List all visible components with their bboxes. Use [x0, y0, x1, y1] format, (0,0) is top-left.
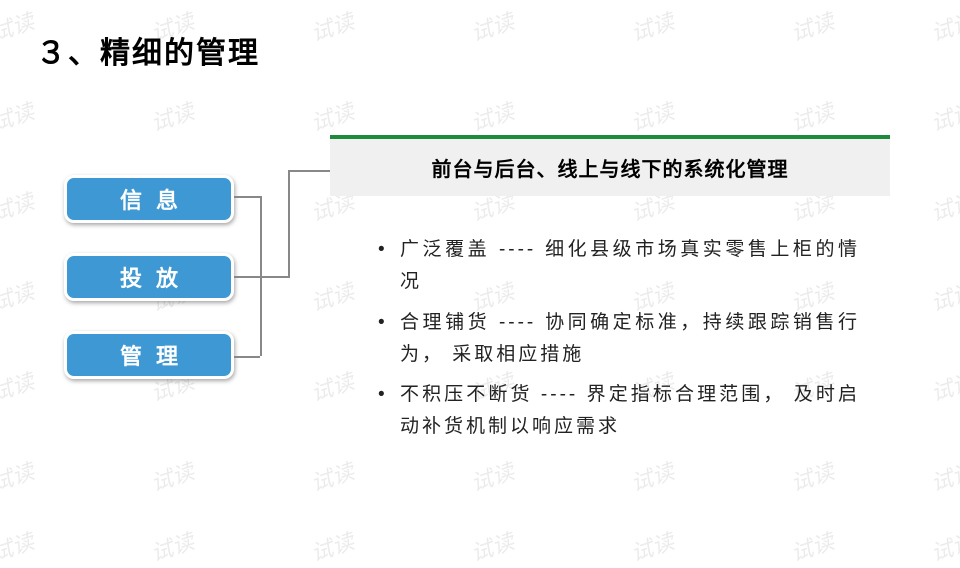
page-title: ３、精细的管理 [36, 28, 260, 72]
bullet-item: 不积压不断货 ---- 界定指标合理范围， 及时启动补货机制以响应需求 [400, 379, 860, 444]
panel-header: 前台与后台、线上与线下的系统化管理 [330, 135, 890, 196]
pill-delivery: 投放 [64, 253, 234, 301]
content-panel: 前台与后台、线上与线下的系统化管理 广泛覆盖 ---- 细化县级市场真实零售上柜… [330, 135, 890, 452]
pill-info: 信息 [64, 175, 234, 223]
pill-management: 管理 [64, 331, 234, 379]
pill-list: 信息 投放 管理 [64, 175, 234, 379]
bullet-item: 广泛覆盖 ---- 细化县级市场真实零售上柜的情况 [400, 234, 860, 299]
bullet-list: 广泛覆盖 ---- 细化县级市场真实零售上柜的情况 合理铺货 ---- 协同确定… [330, 234, 890, 444]
bullet-item: 合理铺货 ---- 协同确定标准，持续跟踪销售行为， 采取相应措施 [400, 307, 860, 372]
